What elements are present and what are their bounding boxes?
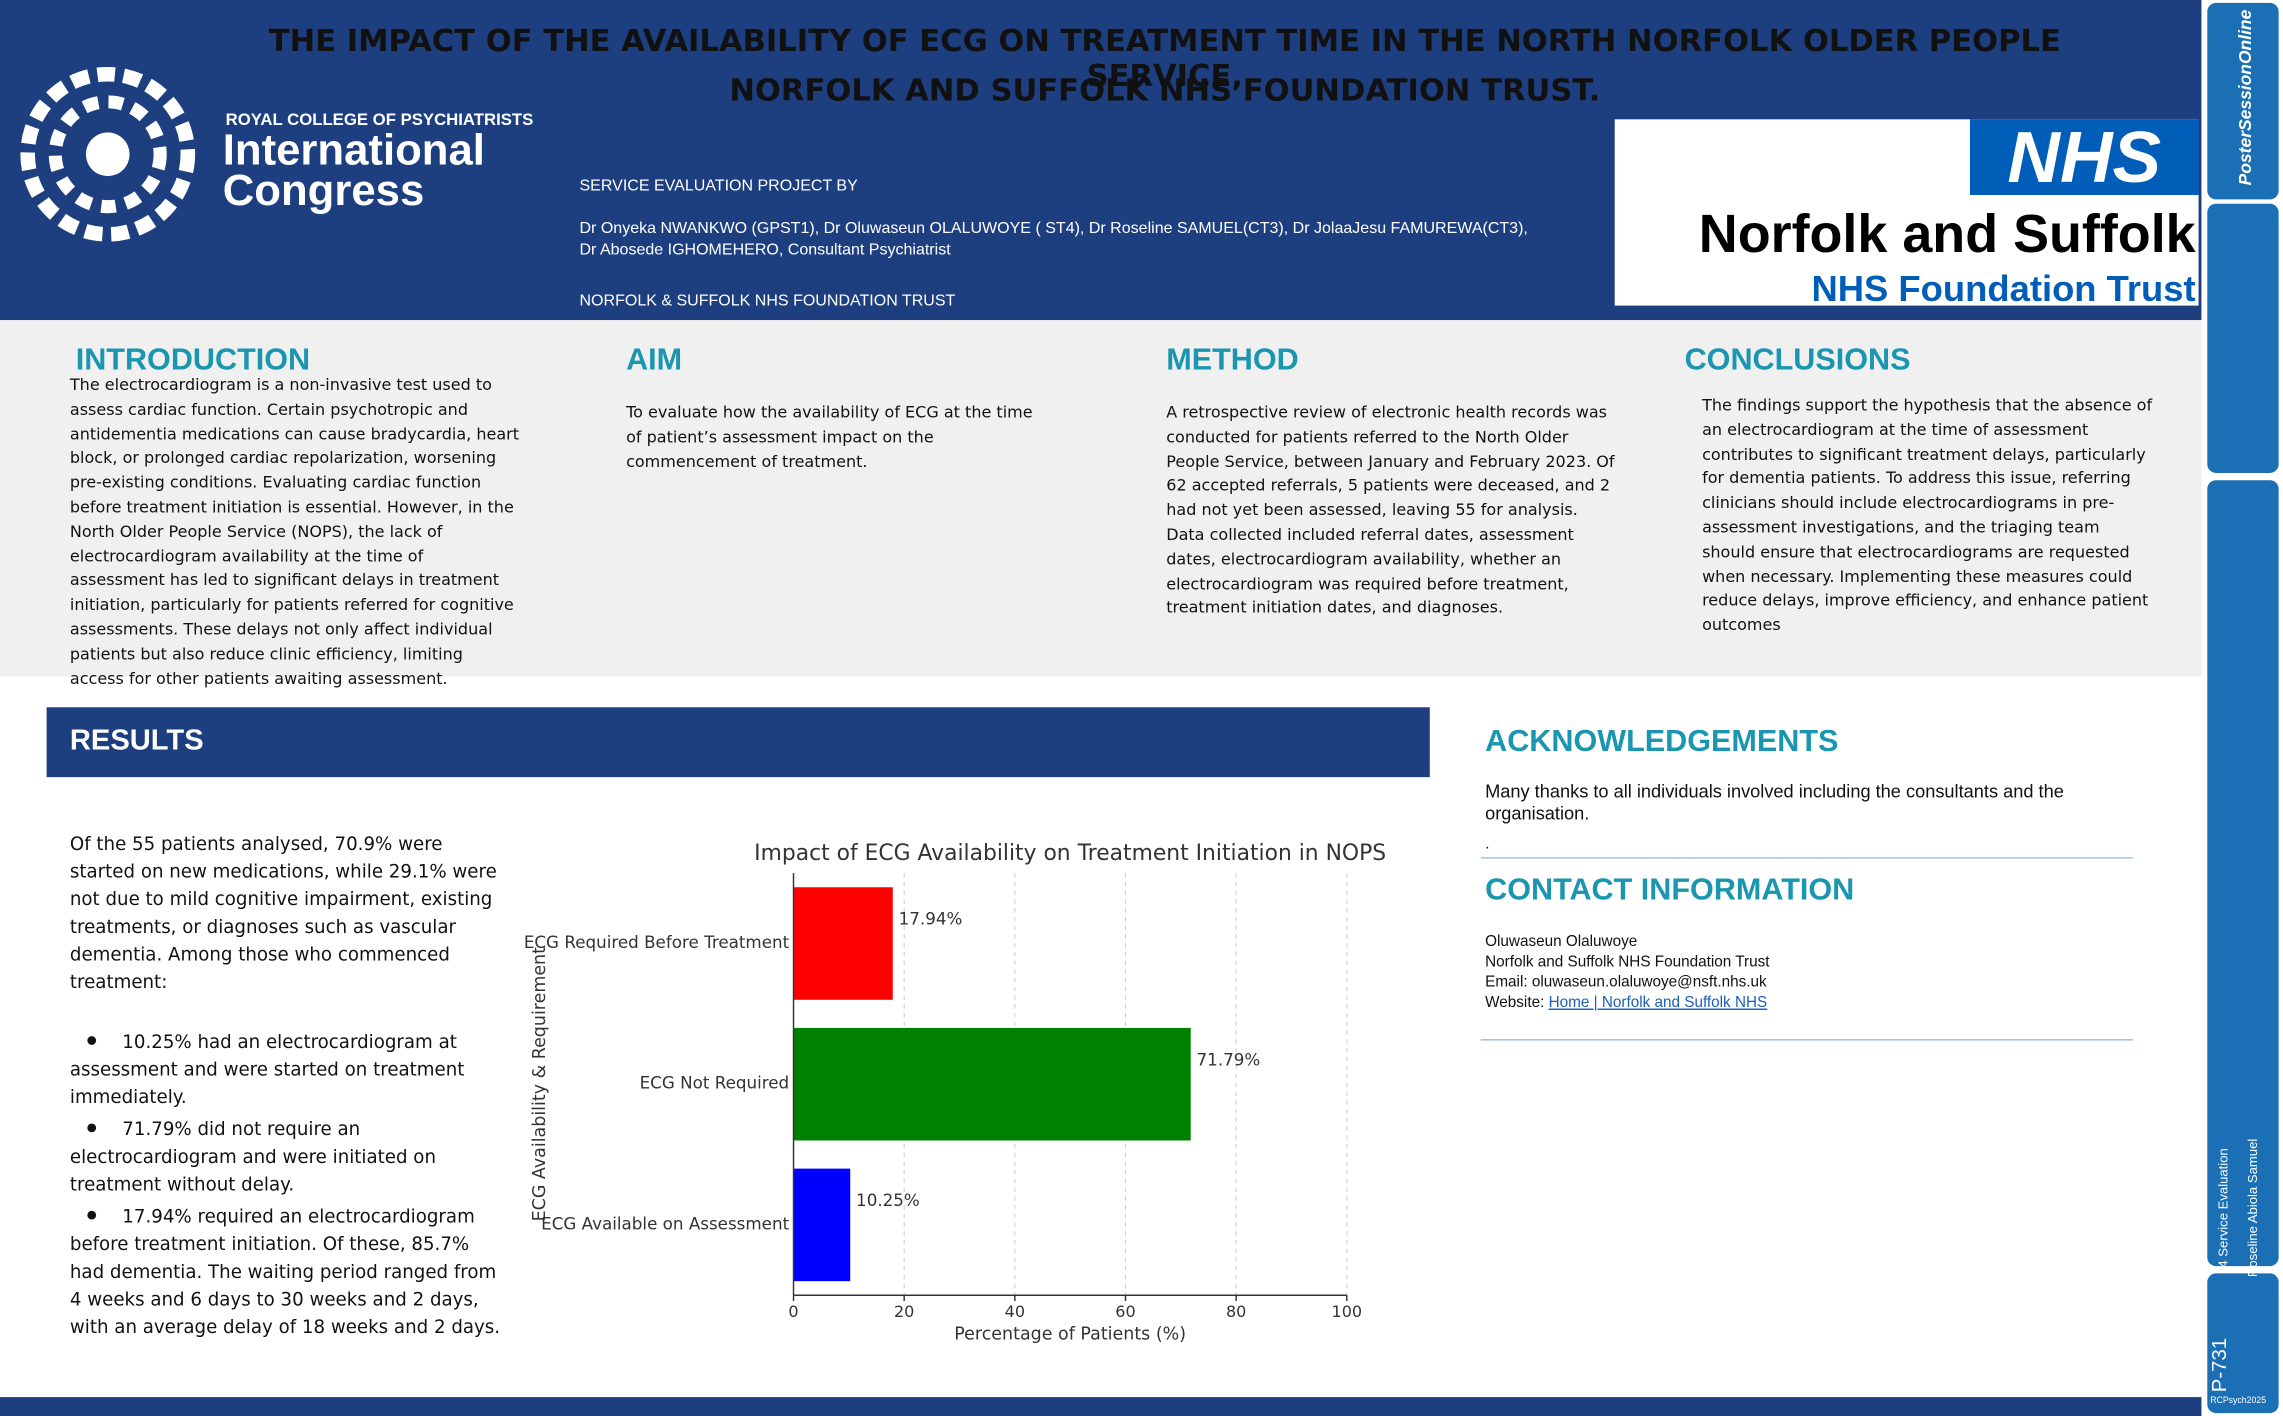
bullet-text: 17.94% required an electrocardiogram bef… <box>69 1204 501 1338</box>
heading: INTRODUCTION <box>75 343 311 377</box>
brand: PosterSessionOnline <box>2234 9 2256 186</box>
heading: ACKNOWLEDGEMENTS <box>1485 724 1839 759</box>
authors: Dr Onyeka NWANKWO (GPST1), Dr Oluwaseun … <box>579 219 1528 260</box>
sidebar-block <box>2207 2 2279 200</box>
paragraph: The findings support the hypothesis that… <box>1702 395 2153 635</box>
x-tick-label: 100 <box>1332 1302 1363 1321</box>
results-text: Of the 55 patients analysed, 70.9% were … <box>70 830 507 1345</box>
intro-band <box>0 320 2202 677</box>
sidebar: PosterSessionOnline 4 Service Evaluation… <box>2201 0 2283 1416</box>
y-axis-label: ECG Availability & Requirement <box>530 947 550 1221</box>
y-tick-label: ECG Not Required <box>640 1073 790 1093</box>
y-tick-label: ECG Required Before Treatment <box>524 932 789 952</box>
x-tick-label: 80 <box>1226 1302 1246 1321</box>
chart-title: Impact of ECG Availability on Treatment … <box>754 841 1386 866</box>
logo-line: International <box>222 126 485 175</box>
poster-code: P-731 <box>2207 1337 2231 1393</box>
bullet-text: 71.79% did not require an electrocardiog… <box>69 1117 436 1195</box>
dot: . <box>1485 835 1490 853</box>
bullet-text: 10.25% had an electrocardiogram at asses… <box>69 1030 465 1108</box>
contact-line: Oluwaseun Olaluwoye <box>1485 932 1638 951</box>
value-label: 10.25% <box>856 1190 920 1210</box>
heading: CONCLUSIONS <box>1684 343 1911 377</box>
trust: NORFOLK & SUFFOLK NHS FOUNDATION TRUST <box>579 292 956 310</box>
bullet-dot <box>87 1210 97 1220</box>
contact-line: Website: Home | Norfolk and Suffolk NHS <box>1485 993 1769 1013</box>
nhs-badge: NHS <box>1969 119 2199 196</box>
event: RCPsych2025 <box>2210 1397 2267 1406</box>
heading: AIM <box>626 343 683 377</box>
paragraph: Many thanks to all individuals involved … <box>1485 781 2064 824</box>
nhs-name: Norfolk and Suffolk <box>1698 203 2196 264</box>
sidebar-block <box>2207 1273 2279 1414</box>
author: Roseline Abiola Samuel <box>2245 1138 2260 1278</box>
bullet-dot <box>87 1036 97 1045</box>
results-bar <box>46 707 1430 778</box>
x-tick-label: 20 <box>894 1302 914 1321</box>
x-tick-label: 40 <box>1005 1302 1025 1321</box>
divider <box>1480 1039 2134 1041</box>
nhs-sub: NHS Foundation Trust <box>1811 269 2196 310</box>
nhs-logo: NHS Norfolk and Suffolk NHS Foundation T… <box>1614 119 2199 310</box>
website-link[interactable]: Home | Norfolk and Suffolk NHS <box>1548 993 1768 1012</box>
y-tick-label: ECG Available on Assessment <box>541 1213 789 1233</box>
bar <box>793 887 893 1000</box>
bullet: 10.25% had an electrocardiogram at asses… <box>70 1027 507 1110</box>
title: NORFOLK AND SUFFOLK NHS FOUNDATION TRUST… <box>729 72 1601 108</box>
bar <box>793 1168 851 1282</box>
contact-line: Norfolk and Suffolk NHS Foundation Trust <box>1485 953 1770 971</box>
category: 4 Service Evaluation <box>2216 1148 2231 1268</box>
paragraph: Of the 55 patients analysed, 70.9% were … <box>69 832 497 993</box>
logo-org: ROYAL COLLEGE OF PSYCHIATRISTS <box>225 112 534 130</box>
heading: RESULTS <box>69 724 204 757</box>
contact: Oluwaseun Olaluwoye Norfolk and Suffolk … <box>1485 931 1769 1012</box>
logo-line: Congress <box>222 167 425 216</box>
logo-text: International Congress <box>222 126 485 216</box>
bullet-dot <box>87 1123 97 1133</box>
bar <box>793 1027 1191 1141</box>
sidebar-block <box>2207 203 2279 473</box>
project-by: SERVICE EVALUATION PROJECT BY <box>579 177 858 196</box>
paragraph: The electrocardiogram is a non-invasive … <box>69 375 520 688</box>
x-tick-label: 0 <box>788 1302 798 1321</box>
bullet-list: 10.25% had an electrocardiogram at asses… <box>70 1027 507 1340</box>
value-label: 71.79% <box>1197 1049 1261 1069</box>
heading: CONTACT INFORMATION <box>1485 873 1855 907</box>
paragraph: A retrospective review of electronic hea… <box>1166 403 1615 618</box>
x-tick-label: 60 <box>1115 1302 1135 1321</box>
label: Website: <box>1485 993 1549 1012</box>
bullet: 17.94% required an electrocardiogram bef… <box>70 1202 507 1340</box>
title: THE IMPACT OF THE AVAILABILITY OF ECG ON… <box>268 23 2061 94</box>
chart: Impact of ECG Availability on Treatment … <box>524 841 1386 1345</box>
bullet: 71.79% did not require an electrocardiog… <box>70 1115 507 1198</box>
logo-mark <box>20 66 196 242</box>
paragraph: To evaluate how the availability of ECG … <box>626 403 1033 471</box>
contact-line: Email: oluwaseun.olaluwoye@nsft.nhs.uk <box>1485 973 1767 992</box>
x-axis-label: Percentage of Patients (%) <box>954 1325 1186 1345</box>
value-label: 17.94% <box>899 909 963 929</box>
footer-band <box>0 1397 2202 1416</box>
divider <box>1480 857 2134 859</box>
heading: METHOD <box>1166 343 1299 377</box>
sidebar-block <box>2207 480 2279 1267</box>
